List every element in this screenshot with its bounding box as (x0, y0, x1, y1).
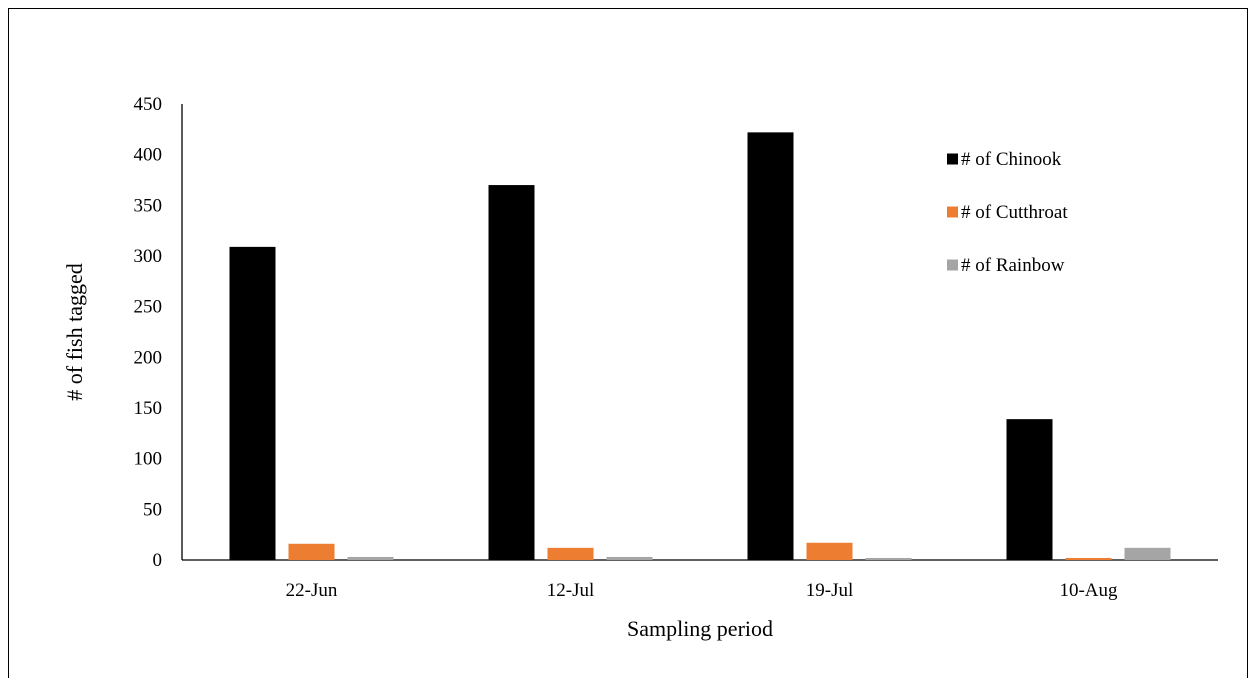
y-tick-label: 100 (134, 449, 163, 470)
y-tick-label: 50 (143, 499, 162, 520)
x-axis: 22-Jun 12-Jul 19-Jul 10-Aug (182, 559, 1218, 601)
y-tick-label: 400 (134, 145, 163, 166)
x-tick-label: 12-Jul (547, 580, 595, 601)
y-axis: 0 50 100 150 200 250 300 350 400 450 (134, 94, 183, 571)
legend-swatch (947, 153, 958, 165)
bar (806, 542, 853, 560)
y-axis-title: # of fish tagged (62, 263, 87, 400)
bars (229, 132, 1171, 561)
legend-label: # of Chinook (961, 149, 1062, 170)
x-tick-label: 22-Jun (286, 580, 338, 601)
y-tick-label: 150 (134, 398, 163, 419)
legend: # of Chinook # of Cutthroat # of Rainbow (947, 149, 1068, 276)
y-tick-label: 200 (134, 347, 163, 368)
x-tick-label: 19-Jul (806, 580, 854, 601)
bar (1006, 419, 1053, 560)
y-tick-label: 250 (134, 297, 163, 318)
bar (747, 132, 794, 560)
bar (347, 556, 394, 560)
x-tick-label: 10-Aug (1059, 580, 1118, 601)
legend-label: # of Rainbow (961, 255, 1065, 276)
bar (865, 557, 912, 560)
y-tick-label: 300 (134, 246, 163, 267)
bar (288, 543, 335, 560)
x-axis-title: Sampling period (627, 616, 773, 641)
y-tick-label: 350 (134, 195, 163, 216)
legend-label: # of Cutthroat (961, 202, 1068, 223)
y-tick-label: 0 (153, 550, 163, 571)
bar (1065, 557, 1112, 560)
y-tick-label: 450 (134, 94, 163, 115)
bar (229, 246, 276, 560)
legend-swatch (947, 259, 958, 271)
bar (488, 185, 535, 561)
bar (547, 547, 594, 560)
bar (606, 556, 653, 560)
legend-swatch (947, 206, 958, 218)
chart-frame (8, 8, 1248, 678)
bar (1124, 547, 1171, 560)
